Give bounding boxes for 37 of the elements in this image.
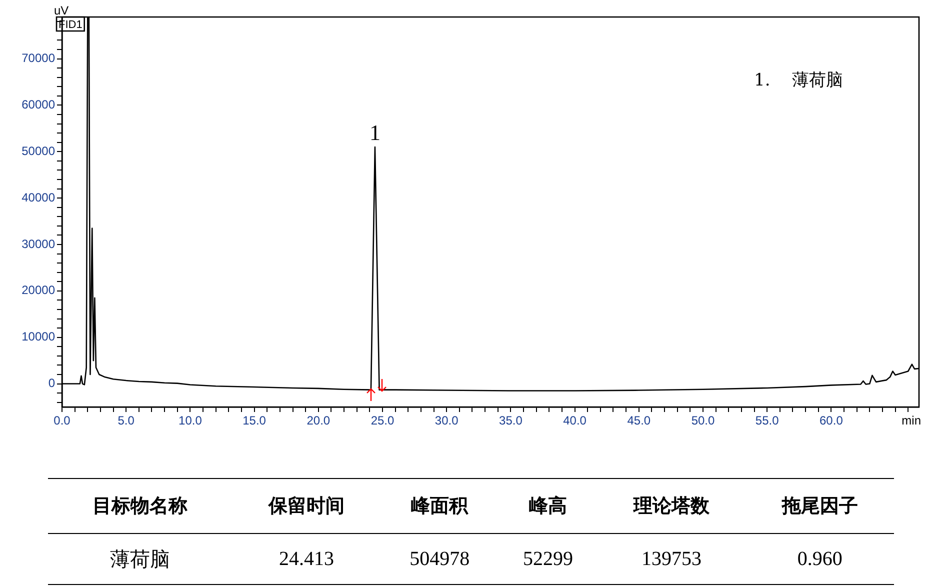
y-tick-label: 30000: [22, 236, 56, 251]
text: 薄荷脑: [48, 534, 232, 584]
x-tick-label: 25.0: [370, 414, 394, 428]
text: 52299: [498, 534, 598, 584]
text: 24.413: [232, 534, 381, 584]
y-tick-label: 60000: [22, 98, 56, 112]
text: 0.960: [746, 534, 894, 584]
x-tick-label: 5.0: [118, 414, 135, 428]
y-tick-label: 20000: [22, 283, 56, 298]
x-tick-label: 55.0: [755, 414, 780, 428]
y-tick-label: 50000: [22, 144, 56, 158]
x-tick-label: 50.0: [691, 414, 715, 428]
x-tick-label: 30.0: [434, 414, 459, 428]
y-axis-title: uV: [54, 3, 69, 18]
text: 峰高: [498, 478, 598, 534]
annotation: 1: [369, 120, 380, 145]
y-tick-label: 10000: [22, 330, 56, 344]
x-tick-label: 15.0: [242, 414, 266, 428]
y-tick-label: 70000: [22, 51, 56, 66]
text: 139753: [597, 534, 746, 584]
y-tick-label: 0: [48, 376, 56, 390]
x-tick-label: 20.0: [306, 414, 330, 428]
x-tick-label: 0.0: [54, 414, 71, 428]
x-tick-label: 60.0: [820, 414, 844, 428]
annotation: 1. 薄荷脑: [754, 70, 843, 90]
text: 504978: [380, 534, 499, 584]
text: 目标物名称: [48, 478, 232, 534]
text: 拖尾因子: [746, 478, 894, 534]
x-tick-label: 45.0: [627, 414, 651, 428]
text: 理论塔数: [597, 478, 746, 534]
text: 峰面积: [380, 478, 499, 534]
y-tick-label: 40000: [22, 190, 56, 204]
x-tick-label: 10.0: [178, 414, 202, 428]
x-tick-label: 35.0: [499, 414, 523, 428]
text: 保留时间: [232, 478, 381, 534]
x-tick-label: 40.0: [563, 414, 587, 428]
x-axis-title: min: [902, 413, 921, 428]
